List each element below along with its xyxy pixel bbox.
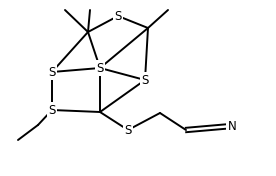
Text: S: S (48, 65, 56, 78)
Text: S: S (114, 10, 122, 23)
Text: S: S (141, 74, 149, 86)
Text: N: N (228, 120, 236, 133)
Text: S: S (48, 103, 56, 117)
Text: S: S (124, 124, 132, 137)
Text: S: S (96, 61, 104, 74)
